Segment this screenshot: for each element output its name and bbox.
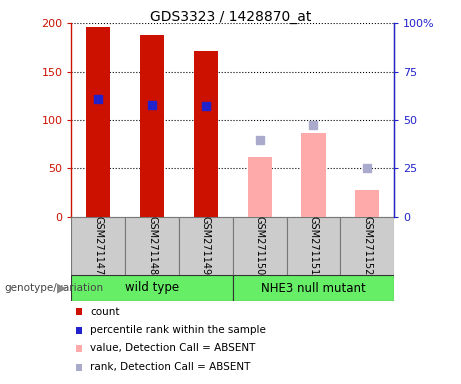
Text: GSM271151: GSM271151 [308,216,319,275]
Text: count: count [90,306,119,316]
Bar [287,217,340,275]
Bar [71,275,233,301]
Bar [71,217,125,275]
Text: GDS3323 / 1428870_at: GDS3323 / 1428870_at [150,10,311,23]
Text: value, Detection Call = ABSENT: value, Detection Call = ABSENT [90,343,255,353]
Bar [140,35,164,217]
Bar [248,157,272,217]
Text: GSM271148: GSM271148 [147,216,157,275]
Text: rank, Detection Call = ABSENT: rank, Detection Call = ABSENT [90,362,250,372]
Bar [340,217,394,275]
Text: wild type: wild type [125,281,179,295]
Text: GSM271147: GSM271147 [93,216,103,275]
Bar [233,217,287,275]
Text: GSM271150: GSM271150 [254,216,265,275]
Bar [194,51,218,217]
Text: ▶: ▶ [57,281,67,295]
Bar [301,132,325,217]
Text: NHE3 null mutant: NHE3 null mutant [261,281,366,295]
Text: GSM271149: GSM271149 [201,216,211,275]
Bar [179,217,233,275]
Bar [233,275,394,301]
Bar [125,217,179,275]
Text: percentile rank within the sample: percentile rank within the sample [90,325,266,335]
Bar [86,27,111,217]
Text: genotype/variation: genotype/variation [5,283,104,293]
Text: GSM271152: GSM271152 [362,216,372,275]
Bar [355,190,379,217]
